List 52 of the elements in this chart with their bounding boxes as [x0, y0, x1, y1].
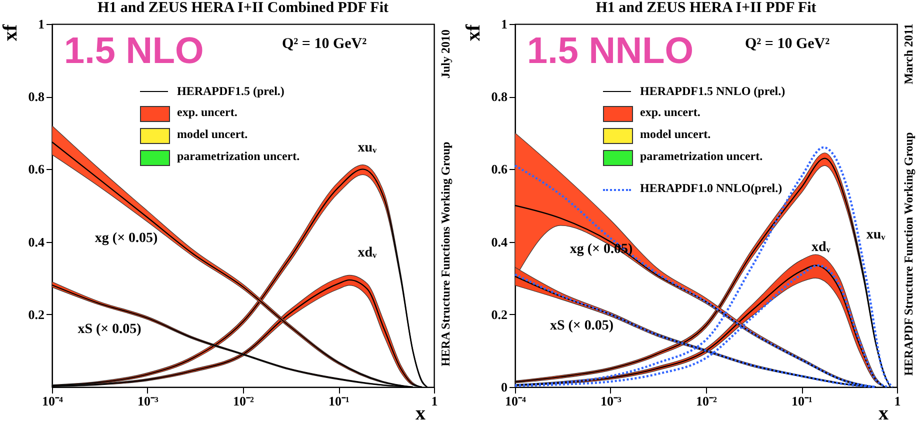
x-axis-title: x: [878, 402, 888, 424]
series-label: xS (× 0.05): [550, 318, 614, 334]
x-tick-label: 10⁻⁴: [42, 394, 64, 408]
text: July 2010: [438, 29, 454, 79]
annotation: 1.5 NLO: [64, 30, 204, 72]
annotation: parametrization uncert.: [177, 149, 300, 164]
y-tick-label: 0.2: [28, 306, 44, 322]
y-tick-label: 0.8: [491, 89, 508, 104]
text: HERA Structure Functions Working Group: [438, 142, 454, 366]
annotation: 1.5 NNLO: [527, 30, 694, 72]
y-tick-label: 0: [501, 380, 508, 394]
x-tick-label: 10⁻³: [600, 394, 622, 408]
x-tick-label: 10⁻¹: [328, 394, 350, 408]
annotation: exp. uncert.: [177, 105, 238, 120]
series-label: xdᵥ: [358, 246, 378, 261]
annotation: exp. uncert.: [640, 105, 700, 120]
series-label: xg (× 0.05): [94, 231, 158, 246]
text: HERAPDF Structure Function Working Group: [902, 132, 916, 376]
x-tick-label: 1: [431, 394, 438, 408]
x-tick-label: 10⁻³: [138, 394, 159, 408]
x-tick-label: 1: [894, 394, 901, 408]
annotation: Q² = 10 GeV²: [282, 36, 367, 53]
series-label: xuᵥ: [358, 140, 378, 156]
x-tick-label: 10⁻⁴: [505, 394, 526, 408]
annotation: parametrization uncert.: [640, 149, 763, 164]
y-tick-label: 0.8: [28, 89, 45, 104]
series-label: xg (× 0.05): [570, 242, 633, 258]
series-label: xS (× 0.05): [78, 322, 142, 337]
x-tick-label: 10⁻²: [233, 394, 254, 408]
y-tick-label: 0.6: [28, 162, 45, 177]
chart-title: H1 and ZEUS HERA I+II Combined PDF Fit: [98, 0, 388, 16]
x-axis-title: x: [416, 402, 426, 424]
y-tick-label: 0.4: [491, 234, 508, 250]
y-tick-label: 1: [38, 16, 44, 32]
annotation: Q² = 10 GeV²: [745, 36, 830, 53]
series-label: xuᵥ: [866, 228, 886, 243]
y-tick-label: 0.2: [491, 306, 508, 322]
annotation: model uncert.: [177, 127, 248, 142]
y-axis-title: xf: [462, 24, 484, 42]
annotation: HERAPDF1.5 NNLO (prel.): [640, 84, 786, 99]
legend-label: HERAPDF1.0 NNLO(prel.): [640, 181, 782, 196]
y-axis-title: xf: [0, 24, 22, 42]
chart-title: H1 and ZEUS HERA I+II PDF Fit: [596, 0, 816, 16]
annotation: HERAPDF1.5 (prel.): [177, 84, 284, 99]
x-tick-label: 10⁻²: [696, 394, 718, 408]
y-tick-label: 0.4: [28, 234, 45, 250]
y-tick-label: 0.6: [491, 162, 508, 177]
y-tick-label: 1: [501, 16, 508, 32]
x-tick-label: 10⁻¹: [792, 394, 813, 408]
series-label: xdᵥ: [812, 240, 832, 256]
text: March 2011: [902, 24, 916, 84]
annotation: model uncert.: [640, 127, 711, 142]
